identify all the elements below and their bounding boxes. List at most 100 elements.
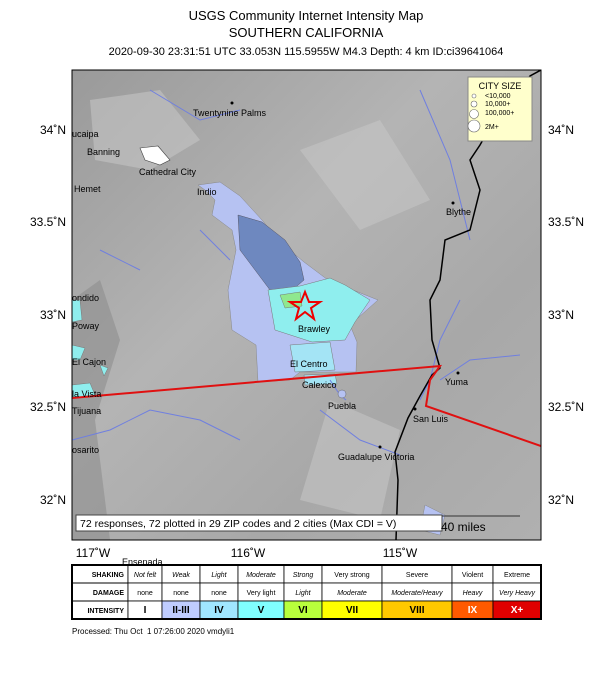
shaking-label: Not felt bbox=[134, 572, 157, 579]
intensity-label: VIII bbox=[409, 605, 424, 616]
shaking-label: Moderate bbox=[246, 572, 276, 579]
shaking-label: Severe bbox=[406, 572, 428, 579]
shape bbox=[467, 119, 481, 133]
national-border bbox=[72, 364, 541, 447]
title: USGS Community Internet Intensity Map bbox=[189, 8, 424, 23]
lat-label: 32˚N bbox=[548, 493, 574, 507]
legend-title: CITY SIZE bbox=[479, 81, 522, 91]
city-label: osarito bbox=[72, 445, 99, 455]
zip-area bbox=[72, 299, 109, 399]
note-box bbox=[75, 514, 443, 532]
shape bbox=[471, 93, 477, 99]
shaking-label: Strong bbox=[293, 572, 314, 579]
lat-label: 32.5˚N bbox=[548, 400, 584, 414]
legend-box bbox=[467, 76, 533, 142]
shaking-label: Very strong bbox=[334, 572, 370, 579]
footer: Processed: Thu Oct 1 07:26:00 2020 vmdyl… bbox=[72, 627, 235, 636]
lat-label: 33˚N bbox=[548, 308, 574, 322]
lon-label: 117˚W bbox=[76, 546, 111, 560]
zip-area bbox=[139, 145, 171, 166]
damage-label: Light bbox=[295, 590, 311, 597]
shaking-label: Light bbox=[211, 572, 227, 579]
shape bbox=[230, 101, 234, 105]
damage-label: Moderate/Heavy bbox=[391, 590, 443, 597]
legend-item: 2M+ bbox=[485, 124, 499, 131]
legend-item: 100,000+ bbox=[485, 110, 514, 117]
relief bbox=[90, 90, 430, 520]
zip-area bbox=[289, 341, 338, 386]
intensity-label: VI bbox=[298, 605, 308, 616]
city-label: Blythe bbox=[446, 207, 471, 217]
damage-label: Heavy bbox=[463, 590, 483, 597]
shaking-label: Extreme bbox=[504, 572, 530, 579]
city-label: Tijuana bbox=[72, 406, 101, 416]
city-labels: Twentynine Palms ucaipa Banning Cathedra… bbox=[72, 108, 471, 462]
shape bbox=[470, 100, 478, 108]
intensity-label: IV bbox=[214, 605, 224, 616]
row-header: SHAKING bbox=[92, 572, 125, 579]
shape bbox=[469, 109, 479, 119]
city-label: Puebla bbox=[328, 401, 356, 411]
city-label: ondido bbox=[72, 293, 99, 303]
intensity-label: V bbox=[258, 605, 265, 616]
shaking-label: Weak bbox=[172, 572, 190, 579]
relief bbox=[72, 280, 120, 540]
city-label: San Luis bbox=[413, 414, 449, 424]
intensity-label: IX bbox=[468, 605, 478, 616]
lat-label: 34˚N bbox=[548, 123, 574, 137]
subtitle: SOUTHERN CALIFORNIA bbox=[229, 25, 384, 40]
zip-area bbox=[279, 291, 303, 309]
legend-item: <10,000 bbox=[485, 93, 511, 100]
city-label: Guadalupe Victoria bbox=[338, 452, 414, 462]
zip-area bbox=[337, 389, 347, 399]
legend-item: 10,000+ bbox=[485, 101, 511, 108]
legend-symbols bbox=[467, 93, 481, 133]
city-dots bbox=[230, 101, 460, 449]
row-header: DAMAGE bbox=[93, 590, 124, 597]
intensity-label: II-III bbox=[172, 605, 189, 616]
note: 72 responses, 72 plotted in 29 ZIP codes… bbox=[80, 518, 396, 530]
lat-label: 33.5˚N bbox=[548, 215, 584, 229]
lat-label: 33.5˚N bbox=[30, 215, 66, 229]
shape bbox=[378, 445, 382, 449]
city-label: Yuma bbox=[445, 377, 468, 387]
salton-sea bbox=[237, 214, 305, 293]
city-label: Banning bbox=[87, 147, 120, 157]
scale-label: 40 miles bbox=[441, 520, 486, 534]
row-header: INTENSITY bbox=[87, 608, 124, 615]
map-frame bbox=[71, 69, 542, 541]
damage-label: none bbox=[137, 590, 153, 597]
shaking-label: Violent bbox=[462, 572, 483, 579]
city-label: El Centro bbox=[290, 359, 328, 369]
shape bbox=[451, 201, 455, 205]
lon-label: 115˚W bbox=[383, 546, 418, 560]
graticule-labels: 34˚N 34˚N 33.5˚N 33.5˚N 33˚N 33˚N 32.5˚N 32.5˚N… bbox=[30, 123, 584, 560]
damage-label: Moderate bbox=[337, 590, 367, 597]
city-label: ucaipa bbox=[72, 129, 99, 139]
lon-label: 116˚W bbox=[231, 546, 266, 560]
damage-label: Very Heavy bbox=[499, 590, 535, 597]
city-label: Ensenada bbox=[122, 557, 163, 567]
city-label: Calexico bbox=[302, 380, 337, 390]
intensity-label: I bbox=[144, 605, 147, 616]
intensity-table: SHAKING Not felt Weak Light Moderate Strong Ve… bbox=[71, 564, 542, 620]
lat-label: 33˚N bbox=[40, 308, 66, 322]
damage-label: none bbox=[173, 590, 189, 597]
shape bbox=[413, 407, 417, 411]
shape bbox=[456, 371, 460, 375]
lat-label: 32˚N bbox=[40, 493, 66, 507]
city-label: Poway bbox=[72, 321, 100, 331]
lat-label: 32.5˚N bbox=[30, 400, 66, 414]
intensity-label: VII bbox=[346, 605, 358, 616]
epicenter bbox=[286, 289, 324, 322]
damage-label: none bbox=[211, 590, 227, 597]
lat-label: 34˚N bbox=[40, 123, 66, 137]
table-frame bbox=[71, 564, 542, 620]
intensity-label: X+ bbox=[511, 605, 524, 616]
city-label: Brawley bbox=[298, 324, 331, 334]
event-info: 2020-09-30 23:31:51 UTC 33.053N 115.5955… bbox=[109, 46, 504, 58]
city-label: Twentynine Palms bbox=[193, 108, 267, 118]
